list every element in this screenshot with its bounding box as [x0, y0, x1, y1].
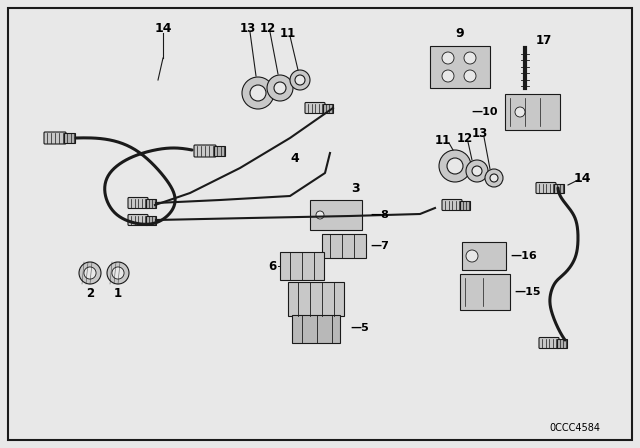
Text: 12: 12 [457, 132, 473, 145]
FancyBboxPatch shape [128, 198, 148, 208]
FancyBboxPatch shape [323, 103, 333, 112]
FancyBboxPatch shape [310, 200, 362, 230]
FancyBboxPatch shape [44, 132, 66, 144]
Text: 0CCC4584: 0CCC4584 [549, 423, 600, 433]
FancyBboxPatch shape [322, 234, 366, 258]
FancyBboxPatch shape [460, 201, 470, 210]
Circle shape [250, 85, 266, 101]
Text: 3: 3 [351, 181, 359, 194]
Circle shape [439, 150, 471, 182]
Text: 1: 1 [114, 287, 122, 300]
FancyBboxPatch shape [128, 215, 148, 225]
Circle shape [290, 70, 310, 90]
FancyBboxPatch shape [557, 339, 567, 348]
Circle shape [485, 169, 503, 187]
Circle shape [515, 107, 525, 117]
Text: —10: —10 [472, 107, 498, 117]
FancyBboxPatch shape [536, 182, 556, 194]
FancyBboxPatch shape [146, 215, 156, 224]
FancyBboxPatch shape [505, 94, 560, 130]
Text: 17: 17 [536, 34, 552, 47]
FancyBboxPatch shape [462, 242, 506, 270]
FancyBboxPatch shape [305, 103, 325, 113]
Circle shape [464, 70, 476, 82]
FancyBboxPatch shape [214, 146, 225, 156]
Text: —15: —15 [514, 287, 541, 297]
Circle shape [316, 211, 324, 219]
Text: 14: 14 [573, 172, 591, 185]
FancyBboxPatch shape [292, 315, 340, 343]
FancyBboxPatch shape [554, 184, 564, 193]
FancyBboxPatch shape [430, 46, 490, 88]
FancyBboxPatch shape [280, 252, 324, 280]
Text: 14: 14 [154, 22, 172, 34]
Circle shape [466, 250, 478, 262]
Circle shape [442, 52, 454, 64]
Text: 13: 13 [472, 126, 488, 139]
Text: 11: 11 [280, 26, 296, 39]
Text: 11: 11 [435, 134, 451, 146]
Text: —8: —8 [370, 210, 389, 220]
Circle shape [472, 166, 482, 176]
Circle shape [295, 75, 305, 85]
Text: —16: —16 [510, 251, 537, 261]
Circle shape [442, 70, 454, 82]
FancyBboxPatch shape [194, 145, 216, 157]
FancyBboxPatch shape [460, 274, 510, 310]
Circle shape [267, 75, 293, 101]
Circle shape [490, 174, 498, 182]
FancyBboxPatch shape [64, 133, 75, 143]
Text: 12: 12 [260, 22, 276, 34]
FancyBboxPatch shape [146, 198, 156, 207]
Circle shape [274, 82, 286, 94]
Circle shape [112, 267, 124, 279]
FancyBboxPatch shape [442, 199, 462, 211]
FancyBboxPatch shape [288, 282, 344, 316]
Circle shape [242, 77, 274, 109]
Circle shape [464, 52, 476, 64]
Circle shape [447, 158, 463, 174]
Text: 13: 13 [240, 22, 256, 34]
Text: —5: —5 [350, 323, 369, 333]
Circle shape [84, 267, 96, 279]
Circle shape [466, 160, 488, 182]
Text: 9: 9 [456, 26, 464, 39]
FancyBboxPatch shape [539, 337, 559, 349]
Text: 6: 6 [268, 259, 276, 272]
Text: 4: 4 [291, 151, 300, 164]
Text: 2: 2 [86, 287, 94, 300]
Circle shape [107, 262, 129, 284]
Circle shape [79, 262, 101, 284]
Text: —7: —7 [370, 241, 389, 251]
